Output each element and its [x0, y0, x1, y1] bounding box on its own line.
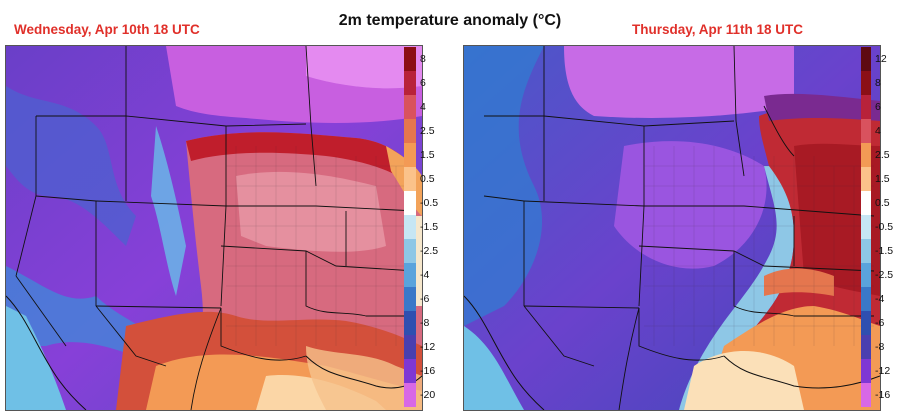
colorbar-tick-label: 12	[875, 53, 887, 65]
colorbar-tick-label: -12	[875, 365, 891, 377]
map-title: 2m temperature anomaly (°C)	[338, 12, 562, 29]
colorbar-tick-label: -1.5	[420, 221, 439, 233]
colorbar-tick-label: -6	[420, 293, 430, 305]
colorbar-tick-label: -2.5	[420, 245, 439, 257]
colorbar-tick-label: -20	[420, 389, 436, 401]
colorbar-tick-label: 2.5	[420, 125, 435, 137]
colorbar-tick-label: 1.5	[875, 173, 890, 185]
colorbar-right: 12 8 6 4 2.5 1.5 0.5 -0.5 -1.5 -2.5 -4 -6 -8 -12 -16	[861, 45, 900, 409]
colorbar-tick-label: -16	[420, 365, 436, 377]
panel-title-left: Wednesday, Apr 10th 18 UTC	[14, 22, 200, 37]
colorbar-tick-label: 2.5	[875, 149, 890, 161]
county-mesh-right	[644, 146, 874, 356]
colorbar-tick-label: -12	[420, 341, 436, 353]
colorbar-tick-label: 0.5	[875, 197, 890, 209]
panel-title-right: Thursday, Apr 11th 18 UTC	[632, 22, 804, 37]
colorbar-tick-label: -16	[875, 389, 891, 401]
colorbar-tick-label: -6	[875, 317, 885, 329]
county-mesh-left	[226, 146, 416, 356]
temperature-map-right	[464, 46, 880, 410]
colorbar-tick-label: 4	[875, 125, 881, 137]
colorbar-tick-label: 0.5	[420, 173, 435, 185]
colorbar-tick-label: 6	[420, 77, 426, 89]
colorbar-tick-label: -4	[875, 293, 885, 305]
colorbar-left: 8 6 4 2.5 1.5 0.5 -0.5 -1.5 -2.5 -4 -6 -8 -12 -16 -20	[404, 45, 448, 409]
state-boundaries-right	[483, 46, 875, 410]
colorbar-tick-label: -2.5	[875, 269, 894, 281]
colorbar-tick-label: -4	[420, 269, 430, 281]
temperature-map-left	[6, 46, 422, 410]
colorbar-tick-label: -0.5	[420, 197, 439, 209]
colorbar-tick-label: -8	[875, 341, 885, 353]
colorbar-left-swatches	[404, 47, 416, 407]
colorbar-tick-label: -1.5	[875, 245, 894, 257]
map-panel-left	[5, 45, 423, 411]
colorbar-tick-label: 8	[420, 53, 426, 65]
colorbar-tick-label: 8	[875, 77, 881, 89]
colorbar-tick-label: -0.5	[875, 221, 894, 233]
colorbar-right-swatches	[861, 47, 871, 407]
colorbar-tick-label: 6	[875, 101, 881, 113]
colorbar-tick-label: 4	[420, 101, 426, 113]
map-panel-right	[463, 45, 881, 411]
colorbar-tick-label: -8	[420, 317, 430, 329]
colorbar-tick-label: 1.5	[420, 149, 435, 161]
